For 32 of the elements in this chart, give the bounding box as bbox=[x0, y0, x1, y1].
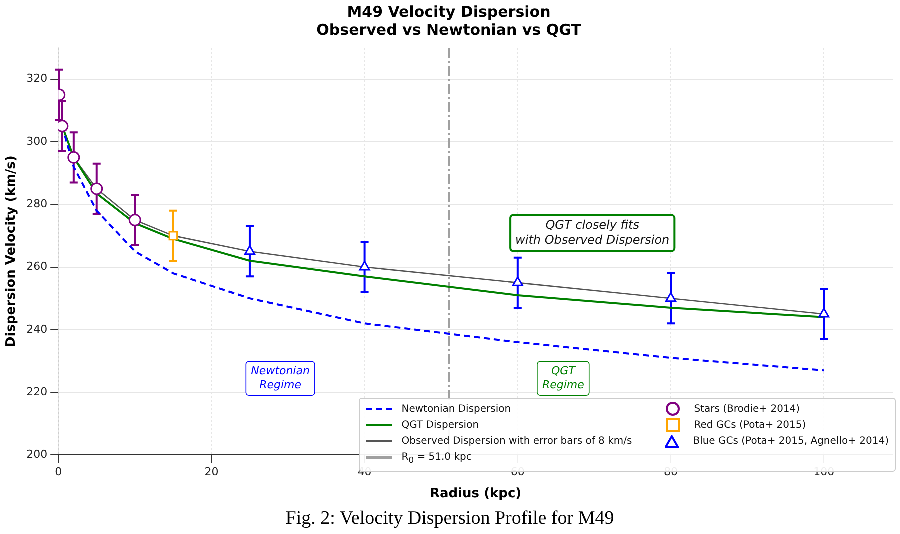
y-tick-label: 200 bbox=[26, 448, 48, 462]
y-tick-label: 220 bbox=[26, 385, 48, 398]
x-tick-label: 20 bbox=[204, 466, 219, 479]
y-tick-label: 240 bbox=[26, 322, 48, 336]
point bbox=[128, 214, 142, 227]
legend-label: QGT Dispersion bbox=[400, 419, 480, 433]
point bbox=[512, 276, 524, 286]
caption: Fig. 2: Velocity Dispersion Profile for M49 bbox=[284, 507, 616, 531]
y-tick-label: 300 bbox=[26, 134, 48, 148]
point bbox=[168, 231, 178, 241]
x-tick-label: 0 bbox=[55, 466, 62, 479]
legend-label: Newtonian Dispersion bbox=[400, 403, 512, 417]
legend-label: Observed Dispersion with error bars of 8 km/s bbox=[400, 435, 632, 449]
point bbox=[90, 182, 104, 196]
y-axis-title: Dispersion Velocity (km/s) bbox=[4, 156, 20, 348]
legend-label: Blue GCs (Pota+ 2015, Agnello+ 2014) bbox=[692, 435, 889, 449]
annotation: QGT closely fits with Observed Dispersion bbox=[516, 218, 670, 247]
y-tick-label: 260 bbox=[26, 260, 48, 274]
annotation: QGT Regime bbox=[542, 364, 585, 392]
point bbox=[68, 151, 80, 164]
ref-line-label: R$_{0}$ = 51.0 kpc bbox=[402, 452, 472, 465]
x-axis-title: Radius (kpc) bbox=[430, 486, 522, 502]
point bbox=[244, 245, 256, 256]
point bbox=[359, 261, 370, 271]
annotation: Newtonian Regime bbox=[251, 364, 310, 392]
y-tick-label: 280 bbox=[26, 197, 48, 210]
y-tick-label: 320 bbox=[26, 72, 48, 86]
point bbox=[665, 292, 677, 302]
point bbox=[818, 308, 830, 318]
legend-label: Stars (Brodie+ 2014) bbox=[693, 403, 802, 417]
legend-label: Red GCs (Pota+ 2015) bbox=[693, 419, 808, 433]
chart-title: M49 Velocity Dispersion Observed vs Newtonian vs QGT bbox=[316, 2, 582, 39]
